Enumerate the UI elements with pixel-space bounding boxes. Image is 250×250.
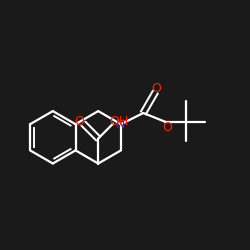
Text: N: N xyxy=(116,118,126,131)
Text: OH: OH xyxy=(109,115,128,128)
Text: O: O xyxy=(74,115,84,128)
Text: O: O xyxy=(162,121,172,134)
Text: O: O xyxy=(151,82,161,95)
